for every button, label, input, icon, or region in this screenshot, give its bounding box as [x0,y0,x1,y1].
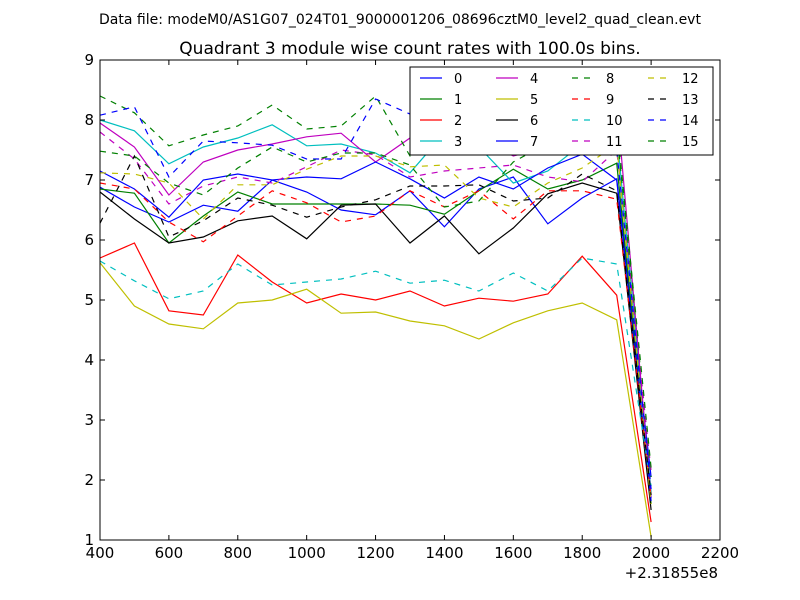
series-line-0 [99,176,652,478]
x-tick-label-1200: 1200 [356,544,394,562]
legend-label-15: 15 [682,135,699,150]
x-offset-label: +2.31855e8 [625,564,718,582]
x-tick-label-600: 600 [155,544,184,562]
y-tick-label-7: 7 [84,171,94,189]
y-tick-label-9: 9 [84,51,94,69]
legend-label-2: 2 [454,114,462,129]
series-line-15 [99,122,652,469]
legend-label-11: 11 [606,135,623,150]
legend-label-3: 3 [454,135,462,150]
legend-label-1: 1 [454,93,462,108]
y-tick-label-6: 6 [84,231,94,249]
legend-label-0: 0 [454,72,462,87]
legend-label-13: 13 [682,93,699,108]
chart-title: Quadrant 3 module wise count rates with … [179,39,640,59]
series-line-8 [99,95,652,478]
legend-label-4: 4 [530,72,538,87]
y-tick-label-8: 8 [84,111,94,129]
legend-frame [409,66,714,156]
legend-label-12: 12 [682,72,699,87]
x-tick-label-2000: 2000 [632,544,670,562]
y-tick-label-2: 2 [84,471,94,489]
series-line-11 [99,131,652,472]
series-line-10 [99,257,652,487]
series-line-7 [99,153,652,502]
y-tick-label-3: 3 [84,411,94,429]
legend-label-5: 5 [530,93,538,108]
x-tick-label-2200: 2200 [701,544,739,562]
x-tick-label-400: 400 [86,544,115,562]
legend-label-7: 7 [530,135,538,150]
x-tick-label-1800: 1800 [563,544,601,562]
data-file-caption: Data file: modeM0/AS1G07_024T01_90000012… [99,12,701,28]
x-tick-label-800: 800 [223,544,252,562]
series-line-12 [99,142,652,505]
y-tick-label-4: 4 [84,351,94,369]
x-tick-label-1000: 1000 [288,544,326,562]
x-axis: 400 600 800 1000 1200 1400 1600 1800 2000 2200 [86,60,739,562]
y-tick-label-5: 5 [84,291,94,309]
series-line-5 [99,262,652,538]
series-line-9 [99,182,652,499]
legend-label-8: 8 [606,72,614,87]
legend-label-9: 9 [606,93,614,108]
y-tick-label-1: 1 [84,531,94,549]
series-line-13 [99,154,652,496]
x-tick-label-1400: 1400 [425,544,463,562]
legend-label-10: 10 [606,114,623,129]
x-tick-label-1600: 1600 [494,544,532,562]
series-line-2 [99,242,652,523]
legend-label-14: 14 [682,114,699,129]
legend-label-6: 6 [530,114,538,129]
